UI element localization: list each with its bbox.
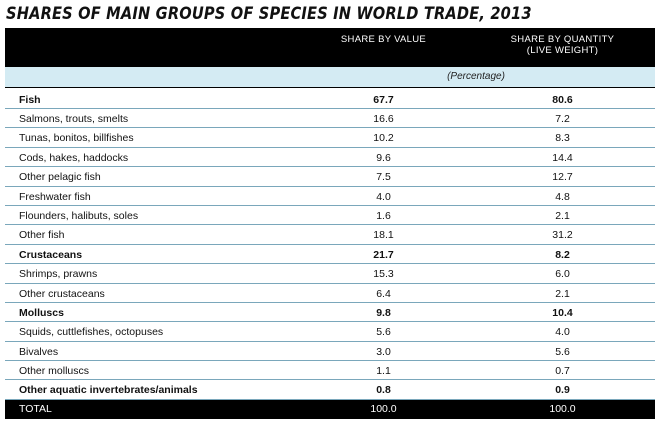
row-label: Other fish — [19, 229, 65, 242]
row-label: Freshwater fish — [19, 190, 91, 203]
table-body: Fish 67.7 80.6 Salmons, trouts, smelts 16.6 7… — [5, 88, 655, 400]
row-quantity: 7.2 — [555, 113, 570, 125]
unit-label: (Percentage) — [447, 71, 505, 82]
table-row: Other crustaceans 6.4 2.1 — [5, 284, 655, 303]
row-label: Bivalves — [19, 345, 59, 358]
table-row: Other fish 18.1 31.2 — [5, 225, 655, 245]
row-label: Flounders, halibuts, soles — [19, 209, 139, 222]
row-quantity: 8.3 — [555, 132, 570, 145]
table-row: Tunas, bonitos, billfishes 10.2 8.3 — [5, 128, 655, 148]
table-title: SHARES OF MAIN GROUPS OF SPECIES IN WORL… — [6, 4, 532, 24]
table-row: Other pelagic fish 7.5 12.7 — [5, 167, 655, 187]
row-value: 18.1 — [373, 229, 394, 242]
row-value: 67.7 — [373, 94, 394, 106]
row-label: Molluscs — [19, 306, 64, 319]
row-quantity: 12.7 — [552, 171, 573, 184]
row-label: Salmons, trouts, smelts — [19, 113, 129, 125]
row-quantity: 80.6 — [552, 94, 573, 106]
row-value: 15.3 — [373, 268, 394, 281]
row-quantity: 0.9 — [555, 384, 570, 397]
row-label: Squids, cuttlefishes, octopuses — [19, 326, 164, 339]
row-quantity: 0.7 — [555, 365, 570, 378]
row-value: 3.0 — [376, 345, 391, 358]
table-header: SHARE BY VALUE SHARE BY QUANTITY (LIVE W… — [5, 28, 655, 67]
table-row: Other molluscs 1.1 0.7 — [5, 361, 655, 381]
total-value: 100.0 — [370, 403, 397, 415]
row-value: 21.7 — [373, 248, 394, 261]
table-row: Shrimps, prawns 15.3 6.0 — [5, 264, 655, 284]
row-value: 5.6 — [376, 326, 391, 339]
total-row: TOTAL 100.0 100.0 — [5, 400, 655, 419]
table-row: Squids, cuttlefishes, octopuses 5.6 4.0 — [5, 322, 655, 342]
table-row: Cods, hakes, haddocks 9.6 14.4 — [5, 148, 655, 168]
table-row: Freshwater fish 4.0 4.8 — [5, 187, 655, 206]
row-quantity: 8.2 — [555, 248, 570, 261]
table-row: Bivalves 3.0 5.6 — [5, 342, 655, 362]
row-quantity: 10.4 — [552, 306, 573, 319]
table-row: Molluscs 9.8 10.4 — [5, 303, 655, 323]
row-quantity: 31.2 — [552, 229, 573, 242]
table-row: Other aquatic invertebrates/animals 0.8 0.… — [5, 380, 655, 400]
row-value: 9.8 — [376, 306, 391, 319]
row-value: 6.4 — [376, 287, 391, 300]
row-label: Shrimps, prawns — [19, 268, 98, 281]
total-label: TOTAL — [19, 403, 52, 415]
row-value: 0.8 — [376, 384, 391, 397]
column-header-quantity: SHARE BY QUANTITY (LIVE WEIGHT) — [470, 34, 655, 56]
column-header-value: SHARE BY VALUE — [340, 34, 427, 45]
row-quantity: 4.0 — [555, 326, 570, 339]
row-quantity: 4.8 — [555, 190, 570, 203]
row-value: 10.2 — [373, 132, 394, 145]
total-quantity: 100.0 — [549, 403, 576, 415]
row-value: 9.6 — [376, 151, 391, 164]
row-label: Tunas, bonitos, billfishes — [19, 132, 134, 145]
table-row: Fish 67.7 80.6 — [5, 88, 655, 109]
row-label: Fish — [19, 94, 41, 106]
table-row: Flounders, halibuts, soles 1.6 2.1 — [5, 206, 655, 226]
row-label: Cods, hakes, haddocks — [19, 151, 129, 164]
row-value: 7.5 — [376, 171, 391, 184]
row-label: Other aquatic invertebrates/animals — [19, 384, 198, 397]
column-header-quantity-line2: (LIVE WEIGHT) — [526, 45, 599, 56]
row-quantity: 14.4 — [552, 151, 573, 164]
row-value: 1.6 — [376, 209, 391, 222]
row-label: Crustaceans — [19, 248, 83, 261]
row-value: 16.6 — [373, 113, 394, 125]
column-header-quantity-line1: SHARE BY QUANTITY — [510, 34, 615, 45]
table-row: Crustaceans 21.7 8.2 — [5, 245, 655, 265]
table-row: Salmons, trouts, smelts 16.6 7.2 — [5, 109, 655, 129]
row-value: 4.0 — [376, 190, 391, 203]
unit-row: (Percentage) — [5, 67, 655, 88]
row-label: Other molluscs — [19, 365, 90, 378]
row-quantity: 5.6 — [555, 345, 570, 358]
row-quantity: 6.0 — [555, 268, 570, 281]
row-label: Other pelagic fish — [19, 171, 101, 184]
row-quantity: 2.1 — [555, 209, 570, 222]
row-quantity: 2.1 — [555, 287, 570, 300]
row-value: 1.1 — [376, 365, 391, 378]
row-label: Other crustaceans — [19, 287, 105, 300]
